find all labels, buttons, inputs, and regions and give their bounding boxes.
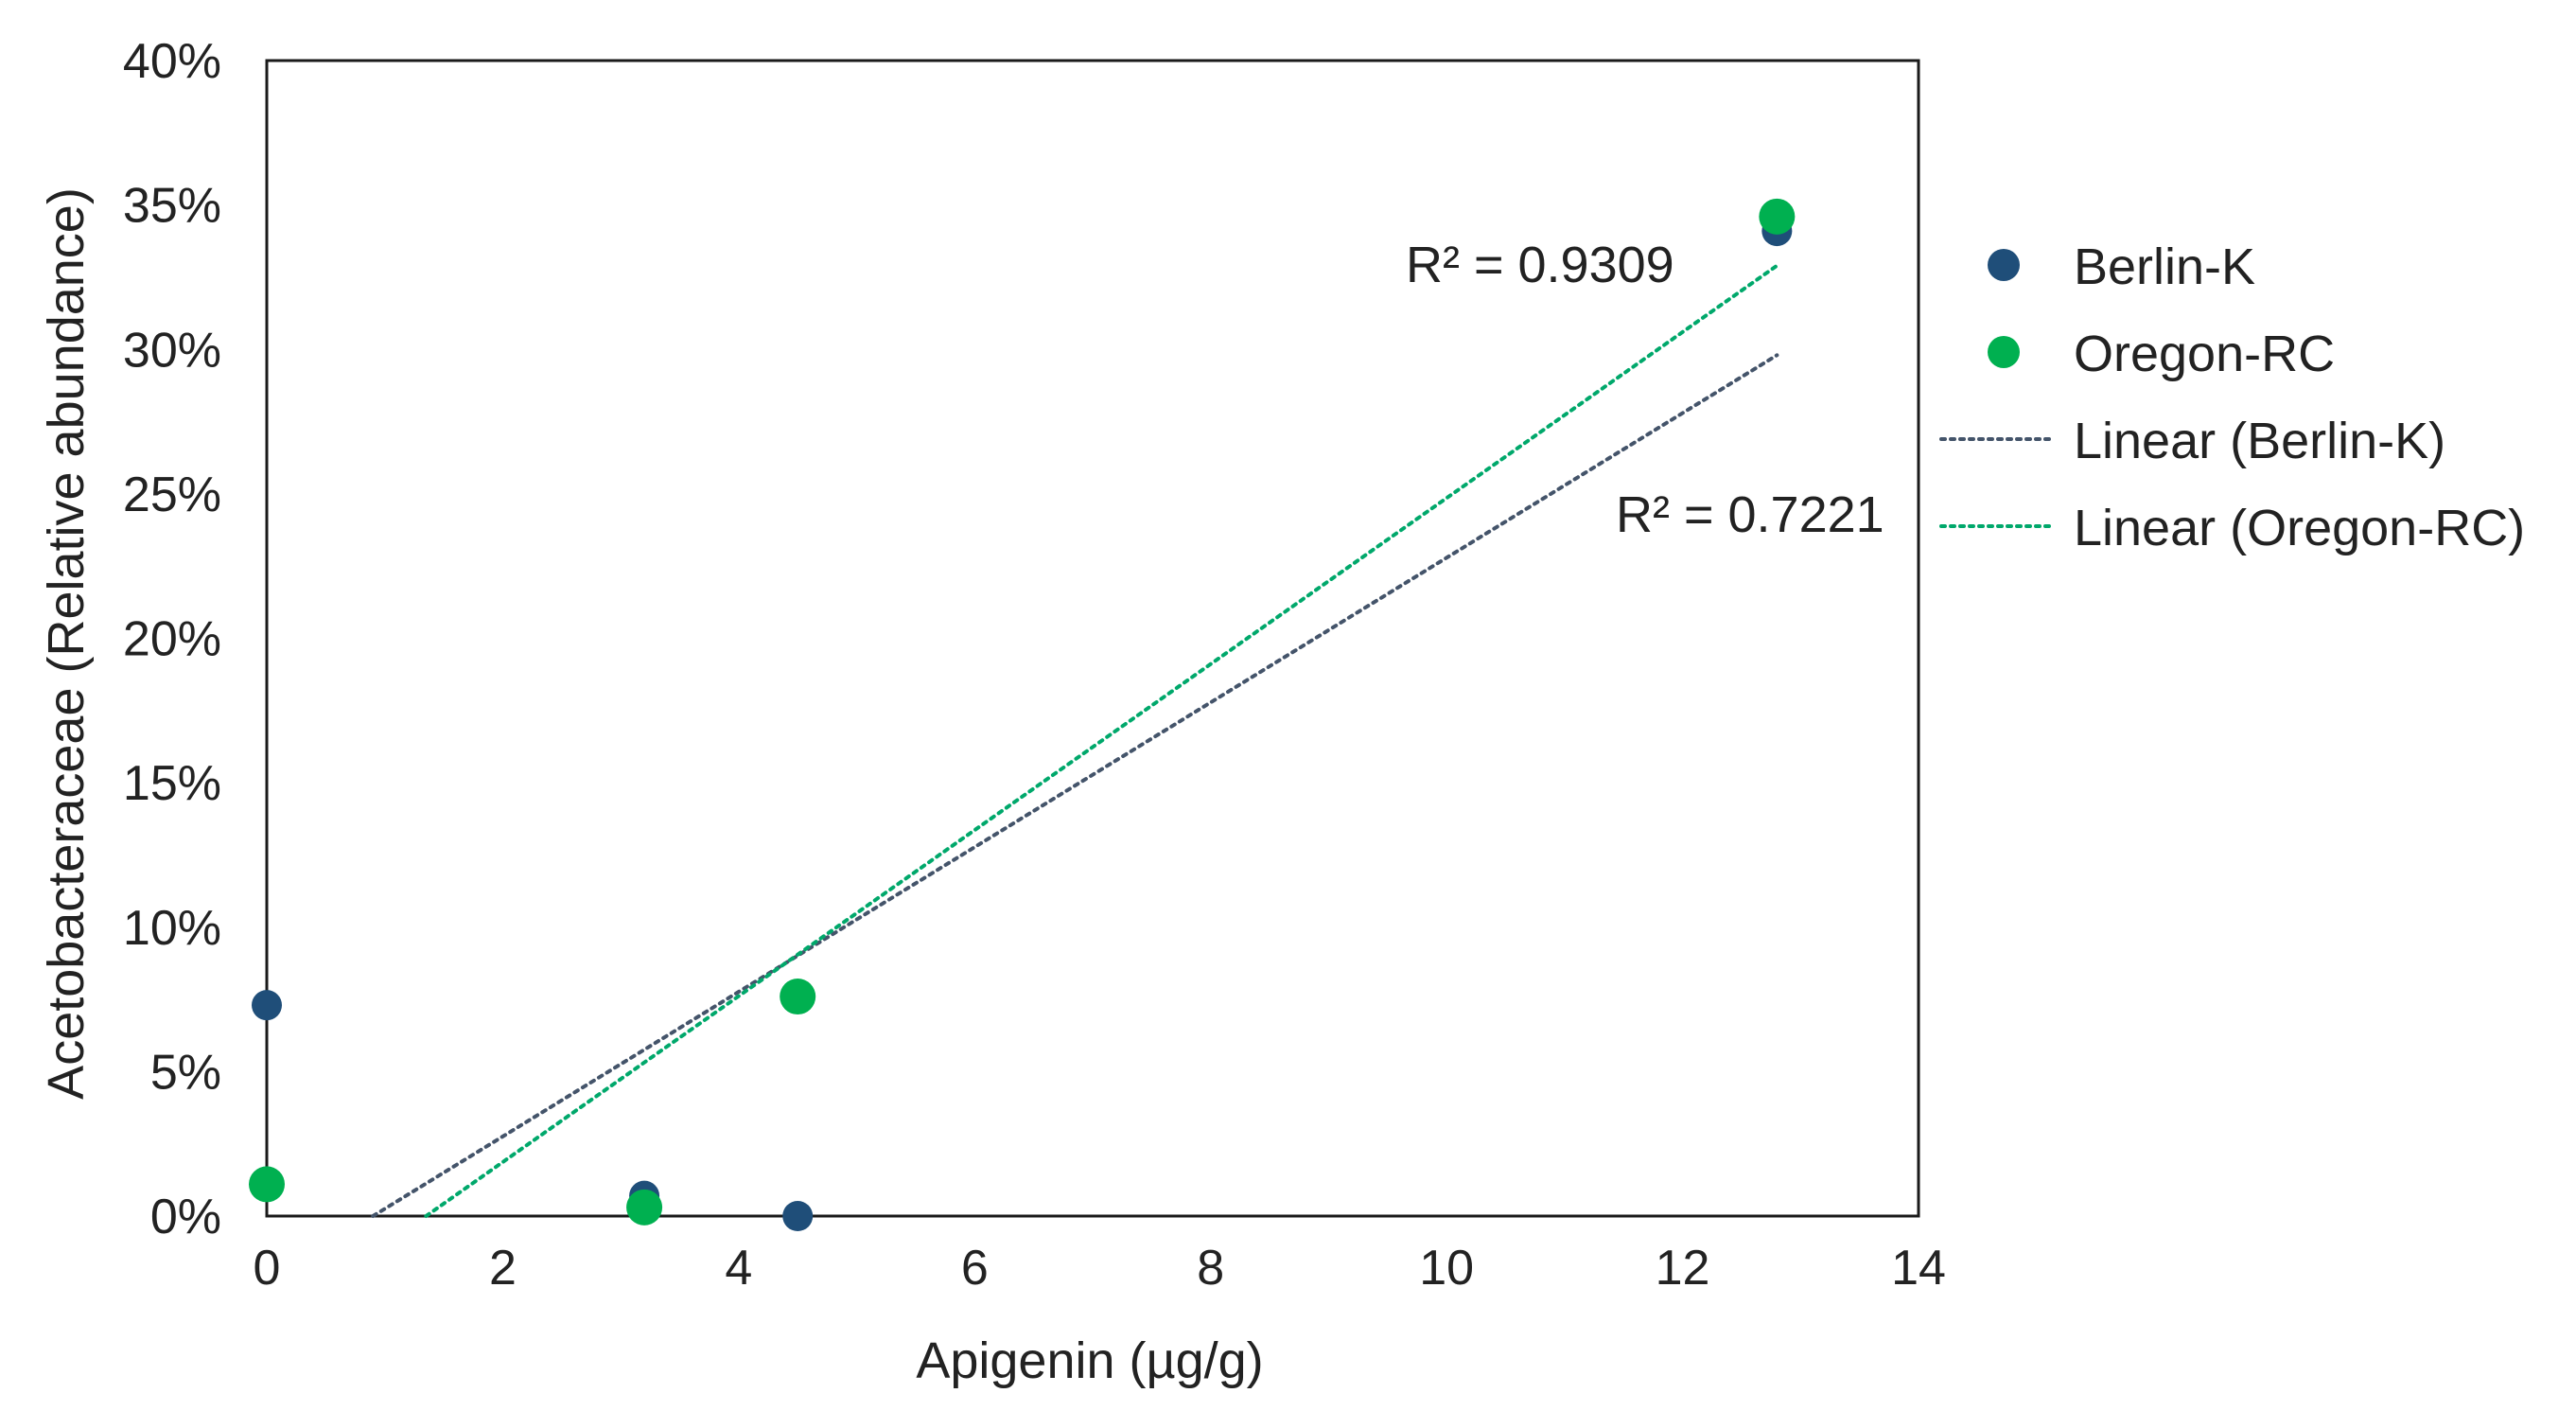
data-points (249, 198, 1796, 1231)
trendline-oregon-rc (424, 263, 1779, 1218)
y-axis-label: Acetobacteraceae (Relative abundance) (38, 187, 95, 1100)
x-tick-label: 4 (725, 1241, 752, 1296)
y-tick-label: 5% (150, 1045, 221, 1100)
trendline-labels: R² = 0.7221 R² = 0.9309 (1406, 237, 1884, 543)
r2-label-oregon-rc: R² = 0.9309 (1406, 237, 1674, 293)
plot-area (265, 59, 1920, 1218)
x-tick-label: 14 (1891, 1241, 1946, 1296)
x-tick-label: 10 (1419, 1241, 1474, 1296)
point-berlin-k (252, 990, 282, 1021)
legend-marker-oregon-rc (1988, 336, 2020, 368)
x-tick-label: 12 (1656, 1241, 1710, 1296)
point-berlin-k (782, 1201, 814, 1231)
point-oregon-rc (626, 1189, 663, 1226)
r2-label-berlin-k: R² = 0.7221 (1616, 486, 1884, 543)
legend-entry-label: Linear (Berlin-K) (2074, 413, 2445, 469)
x-axis-label: Apigenin (µg/g) (916, 1332, 1263, 1389)
x-tick-label: 2 (489, 1241, 517, 1296)
plot-border (265, 59, 1920, 1218)
y-tick-label: 10% (123, 901, 221, 956)
legend: Berlin-K Oregon-RC Linear (Berlin-K) Linear… (1939, 238, 2525, 556)
legend-entry-label: Linear (Oregon-RC) (2074, 500, 2525, 556)
y-tick-label: 0% (150, 1190, 221, 1244)
x-tick-label: 6 (961, 1241, 989, 1296)
point-oregon-rc (249, 1166, 285, 1203)
point-oregon-rc (1759, 198, 1796, 235)
y-tick-label: 20% (123, 612, 221, 667)
legend-marker-berlin-k (1988, 249, 2020, 281)
y-tick-label: 30% (123, 323, 221, 378)
legend-entry-label: Berlin-K (2074, 238, 2255, 295)
trendlines (371, 263, 1779, 1218)
y-tick-label: 35% (123, 179, 221, 234)
trendline-berlin-k (371, 353, 1779, 1218)
legend-entry-label: Oregon-RC (2074, 326, 2335, 382)
axis-ticks: 0 2 4 6 8 10 12 14 0% 5% 10% 15% 20% 25% 30% 35% 40% (123, 34, 1946, 1296)
y-tick-label: 15% (123, 756, 221, 811)
x-tick-label: 0 (254, 1241, 281, 1296)
y-tick-label: 40% (123, 34, 221, 89)
x-tick-label: 8 (1197, 1241, 1224, 1296)
point-oregon-rc (780, 979, 816, 1015)
y-tick-label: 25% (123, 467, 221, 522)
